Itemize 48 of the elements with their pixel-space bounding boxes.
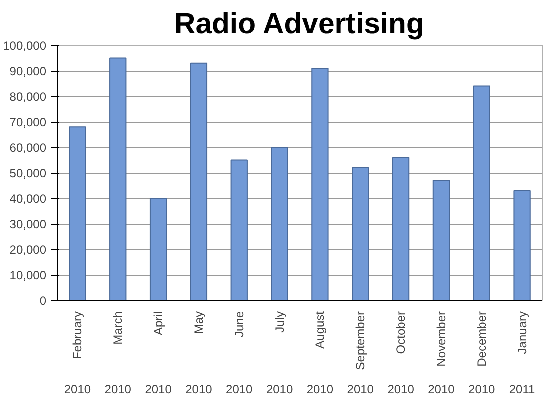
bar — [312, 68, 329, 300]
bar — [432, 180, 450, 300]
x-tick-label: September — [354, 311, 368, 370]
x-tick-label: May — [192, 312, 206, 334]
text: 2011 — [509, 382, 536, 396]
text: 2010 — [226, 382, 254, 396]
y-tick-label: 90,000 — [10, 64, 47, 78]
y-tick-label: 80,000 — [10, 90, 47, 104]
y-tick-label: 10,000 — [10, 268, 47, 282]
y-tick-label: 50,000 — [10, 166, 47, 180]
text: 2010 — [64, 382, 92, 396]
bar — [514, 190, 531, 300]
x-tick-label: August — [313, 310, 328, 349]
bar — [473, 86, 490, 300]
y-tick-label: 100,000 — [3, 39, 47, 53]
x-tick-label: December — [474, 311, 489, 367]
x-tick-label: July — [272, 311, 287, 333]
x-tick-label: March — [111, 311, 126, 345]
x-tick-label: April — [152, 311, 166, 336]
y-tick-label: 40,000 — [10, 192, 47, 206]
text: 2010 — [468, 382, 496, 396]
text: 2010 — [266, 382, 294, 396]
x-tick-label: October — [394, 311, 408, 354]
text: 2010 — [347, 382, 374, 396]
x-tick-label: February — [70, 311, 85, 360]
x-tick-label: January — [515, 311, 530, 354]
y-tick-label: 30,000 — [10, 218, 47, 232]
bar — [150, 198, 168, 300]
text: 2010 — [145, 382, 172, 396]
bar — [230, 160, 248, 300]
x-tick-label: November — [434, 311, 448, 367]
bar — [271, 147, 288, 300]
bar — [392, 157, 410, 300]
y-tick-label: 70,000 — [10, 116, 47, 130]
text: 2010 — [186, 382, 213, 396]
bar — [69, 126, 86, 300]
text: 2010 — [306, 382, 334, 396]
chart-title: Radio Advertising — [174, 8, 424, 40]
y-tick-label: 0 — [40, 294, 47, 308]
text: 2010 — [388, 382, 415, 396]
text: 2010 — [104, 382, 132, 396]
bar — [110, 58, 127, 300]
y-tick-label: 60,000 — [10, 141, 47, 155]
bar — [352, 167, 370, 300]
text: 2010 — [428, 382, 456, 396]
bar — [190, 62, 208, 300]
x-tick-label: June — [232, 311, 246, 338]
y-tick-label: 20,000 — [10, 243, 47, 257]
